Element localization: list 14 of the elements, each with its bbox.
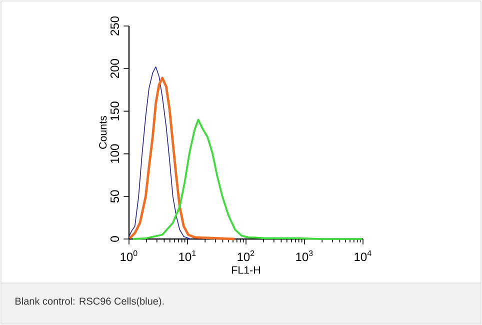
y-tick-label: 150 [110,102,119,120]
x-tick-label: 10$^{4}$ [354,250,372,262]
text: Blank control: RSC96 Cells(blue). [16,297,164,307]
y-tick-label: 100 [110,144,119,163]
x-axis-title: FL1-H [232,266,260,274]
y-tick-label: 50 [110,190,119,203]
x-tick-label: 10$^{3}$ [296,250,313,262]
x-tick-label: 10$^{2}$ [238,250,254,262]
x-tick-label: 10$^{0}$ [120,250,138,262]
y-axis-title: Counts [99,116,107,149]
y-tick-label: 0 [110,236,119,242]
y-tick-label: 200 [110,59,119,78]
x-tick-label: 10$^{1}$ [179,250,196,262]
y-tick-label: 250 [110,16,119,36]
